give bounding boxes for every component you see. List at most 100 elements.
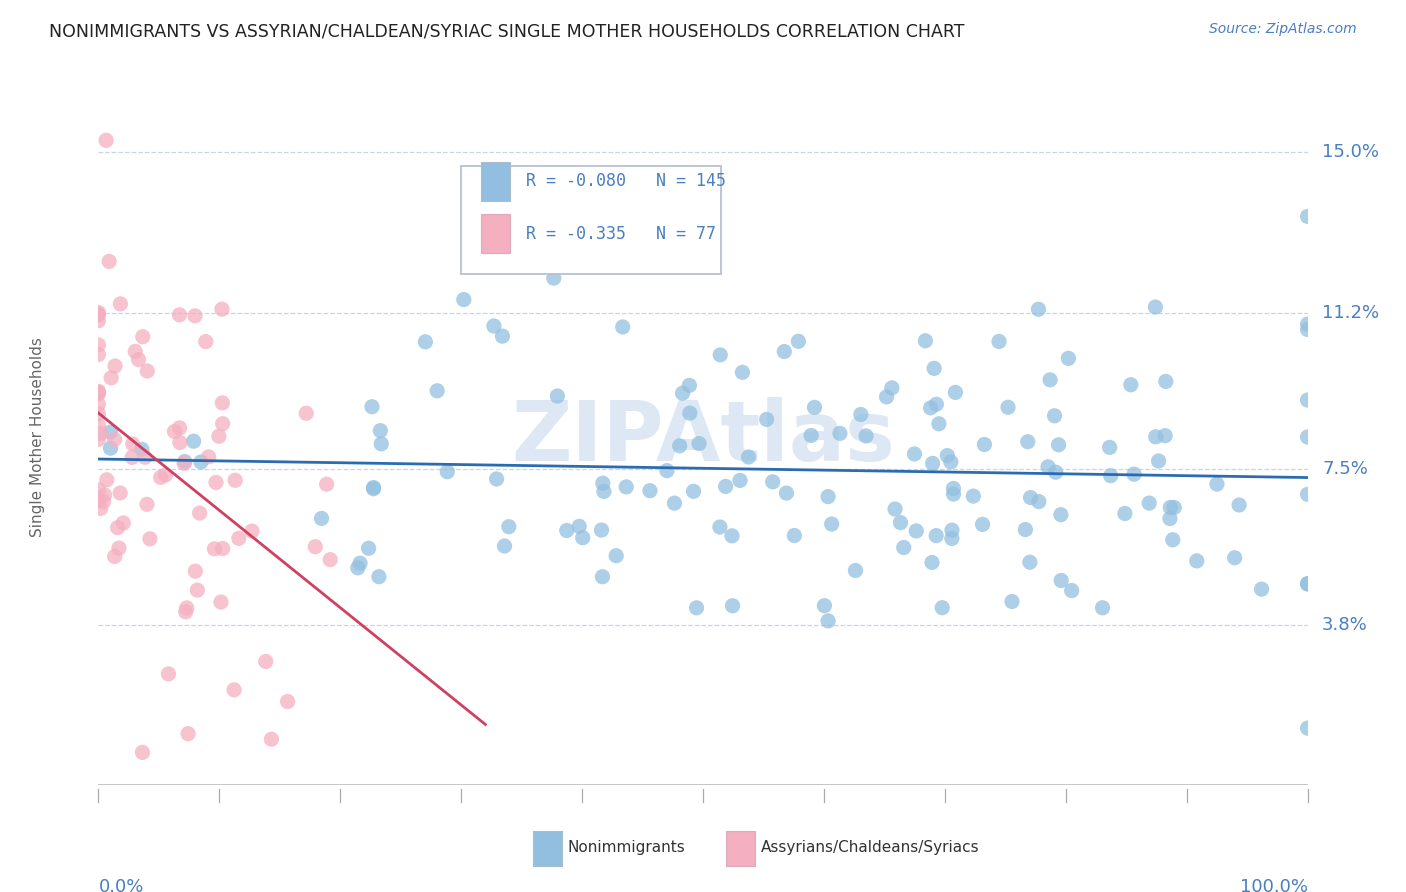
Point — [773, 344, 796, 359]
Point — [485, 472, 508, 486]
Point — [614, 480, 637, 494]
Point — [1050, 508, 1073, 522]
Point — [96, 473, 118, 487]
Point — [491, 329, 513, 343]
Point — [821, 517, 844, 532]
Text: Source: ZipAtlas.com: Source: ZipAtlas.com — [1209, 22, 1357, 37]
FancyBboxPatch shape — [481, 161, 509, 202]
Point — [889, 516, 911, 530]
Point — [498, 519, 520, 533]
Point — [1296, 487, 1319, 501]
Text: NONIMMIGRANTS VS ASSYRIAN/CHALDEAN/SYRIAC SINGLE MOTHER HOUSEHOLDS CORRELATION C: NONIMMIGRANTS VS ASSYRIAN/CHALDEAN/SYRIA… — [49, 22, 965, 40]
Point — [211, 396, 233, 410]
Point — [817, 490, 839, 504]
Point — [211, 417, 233, 431]
Point — [93, 494, 115, 508]
Point — [87, 493, 110, 508]
FancyBboxPatch shape — [533, 830, 561, 865]
Point — [1159, 511, 1181, 525]
Point — [177, 727, 200, 741]
Point — [87, 305, 110, 319]
Point — [942, 482, 965, 496]
Point — [361, 400, 384, 414]
Point — [169, 308, 191, 322]
Point — [184, 309, 207, 323]
Point — [1057, 351, 1080, 366]
Point — [100, 371, 122, 385]
Point — [124, 344, 146, 359]
Point — [783, 528, 806, 542]
Point — [755, 412, 778, 426]
Point — [664, 496, 686, 510]
Point — [921, 456, 943, 470]
Point — [87, 308, 110, 322]
Point — [813, 599, 835, 613]
Point — [121, 450, 143, 465]
Point — [295, 406, 318, 420]
Point — [709, 520, 731, 534]
Point — [87, 347, 110, 361]
Point — [188, 506, 211, 520]
Point — [1296, 322, 1319, 336]
Point — [1137, 496, 1160, 510]
Point — [914, 334, 936, 348]
Point — [112, 516, 135, 530]
Point — [928, 417, 950, 431]
Point — [1001, 594, 1024, 608]
Point — [1223, 550, 1246, 565]
Point — [357, 541, 380, 556]
Point — [240, 524, 263, 538]
Point — [254, 655, 277, 669]
Point — [762, 475, 785, 489]
Point — [103, 433, 125, 447]
Point — [973, 437, 995, 451]
Point — [1028, 494, 1050, 508]
Point — [925, 397, 948, 411]
Point — [157, 666, 180, 681]
Point — [1154, 428, 1177, 442]
Point — [679, 406, 702, 420]
Point — [87, 338, 110, 352]
Point — [1163, 500, 1185, 515]
Point — [721, 599, 744, 613]
Point — [1185, 554, 1208, 568]
Point — [90, 426, 112, 441]
Point — [876, 390, 898, 404]
Point — [688, 436, 710, 450]
Point — [363, 481, 385, 495]
Text: R = -0.080   N = 145: R = -0.080 N = 145 — [526, 172, 727, 190]
Point — [87, 418, 110, 433]
Point — [136, 364, 159, 378]
Point — [132, 329, 155, 343]
Point — [87, 307, 110, 321]
Point — [346, 561, 368, 575]
Point — [228, 532, 250, 546]
Point — [612, 320, 634, 334]
Point — [87, 432, 110, 446]
Point — [721, 529, 744, 543]
Point — [942, 487, 965, 501]
Point — [817, 614, 839, 628]
Point — [87, 407, 110, 421]
Point — [1161, 533, 1184, 547]
Point — [176, 600, 198, 615]
Point — [205, 475, 228, 490]
Point — [370, 424, 392, 438]
FancyBboxPatch shape — [481, 214, 509, 253]
Point — [131, 745, 153, 759]
Point — [1019, 491, 1042, 505]
Point — [1250, 582, 1272, 596]
Point — [920, 401, 942, 415]
Point — [315, 477, 337, 491]
Point — [104, 549, 127, 564]
Point — [728, 474, 751, 488]
Point — [87, 384, 110, 399]
Point — [186, 583, 208, 598]
Point — [922, 361, 945, 376]
Point — [104, 359, 127, 373]
Point — [775, 486, 797, 500]
Point — [304, 540, 326, 554]
Point — [1144, 430, 1167, 444]
Point — [319, 552, 342, 566]
Point — [936, 449, 959, 463]
